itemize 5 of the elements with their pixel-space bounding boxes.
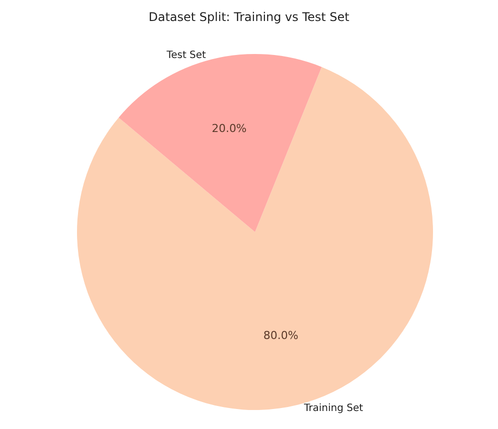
data-label: 20.0%	[212, 122, 247, 135]
slice-label: Training Set	[303, 403, 364, 414]
chart-title: Dataset Split: Training vs Test Set	[148, 10, 350, 24]
data-label: 80.0%	[263, 329, 298, 342]
slice-label: Test Set	[166, 50, 206, 61]
